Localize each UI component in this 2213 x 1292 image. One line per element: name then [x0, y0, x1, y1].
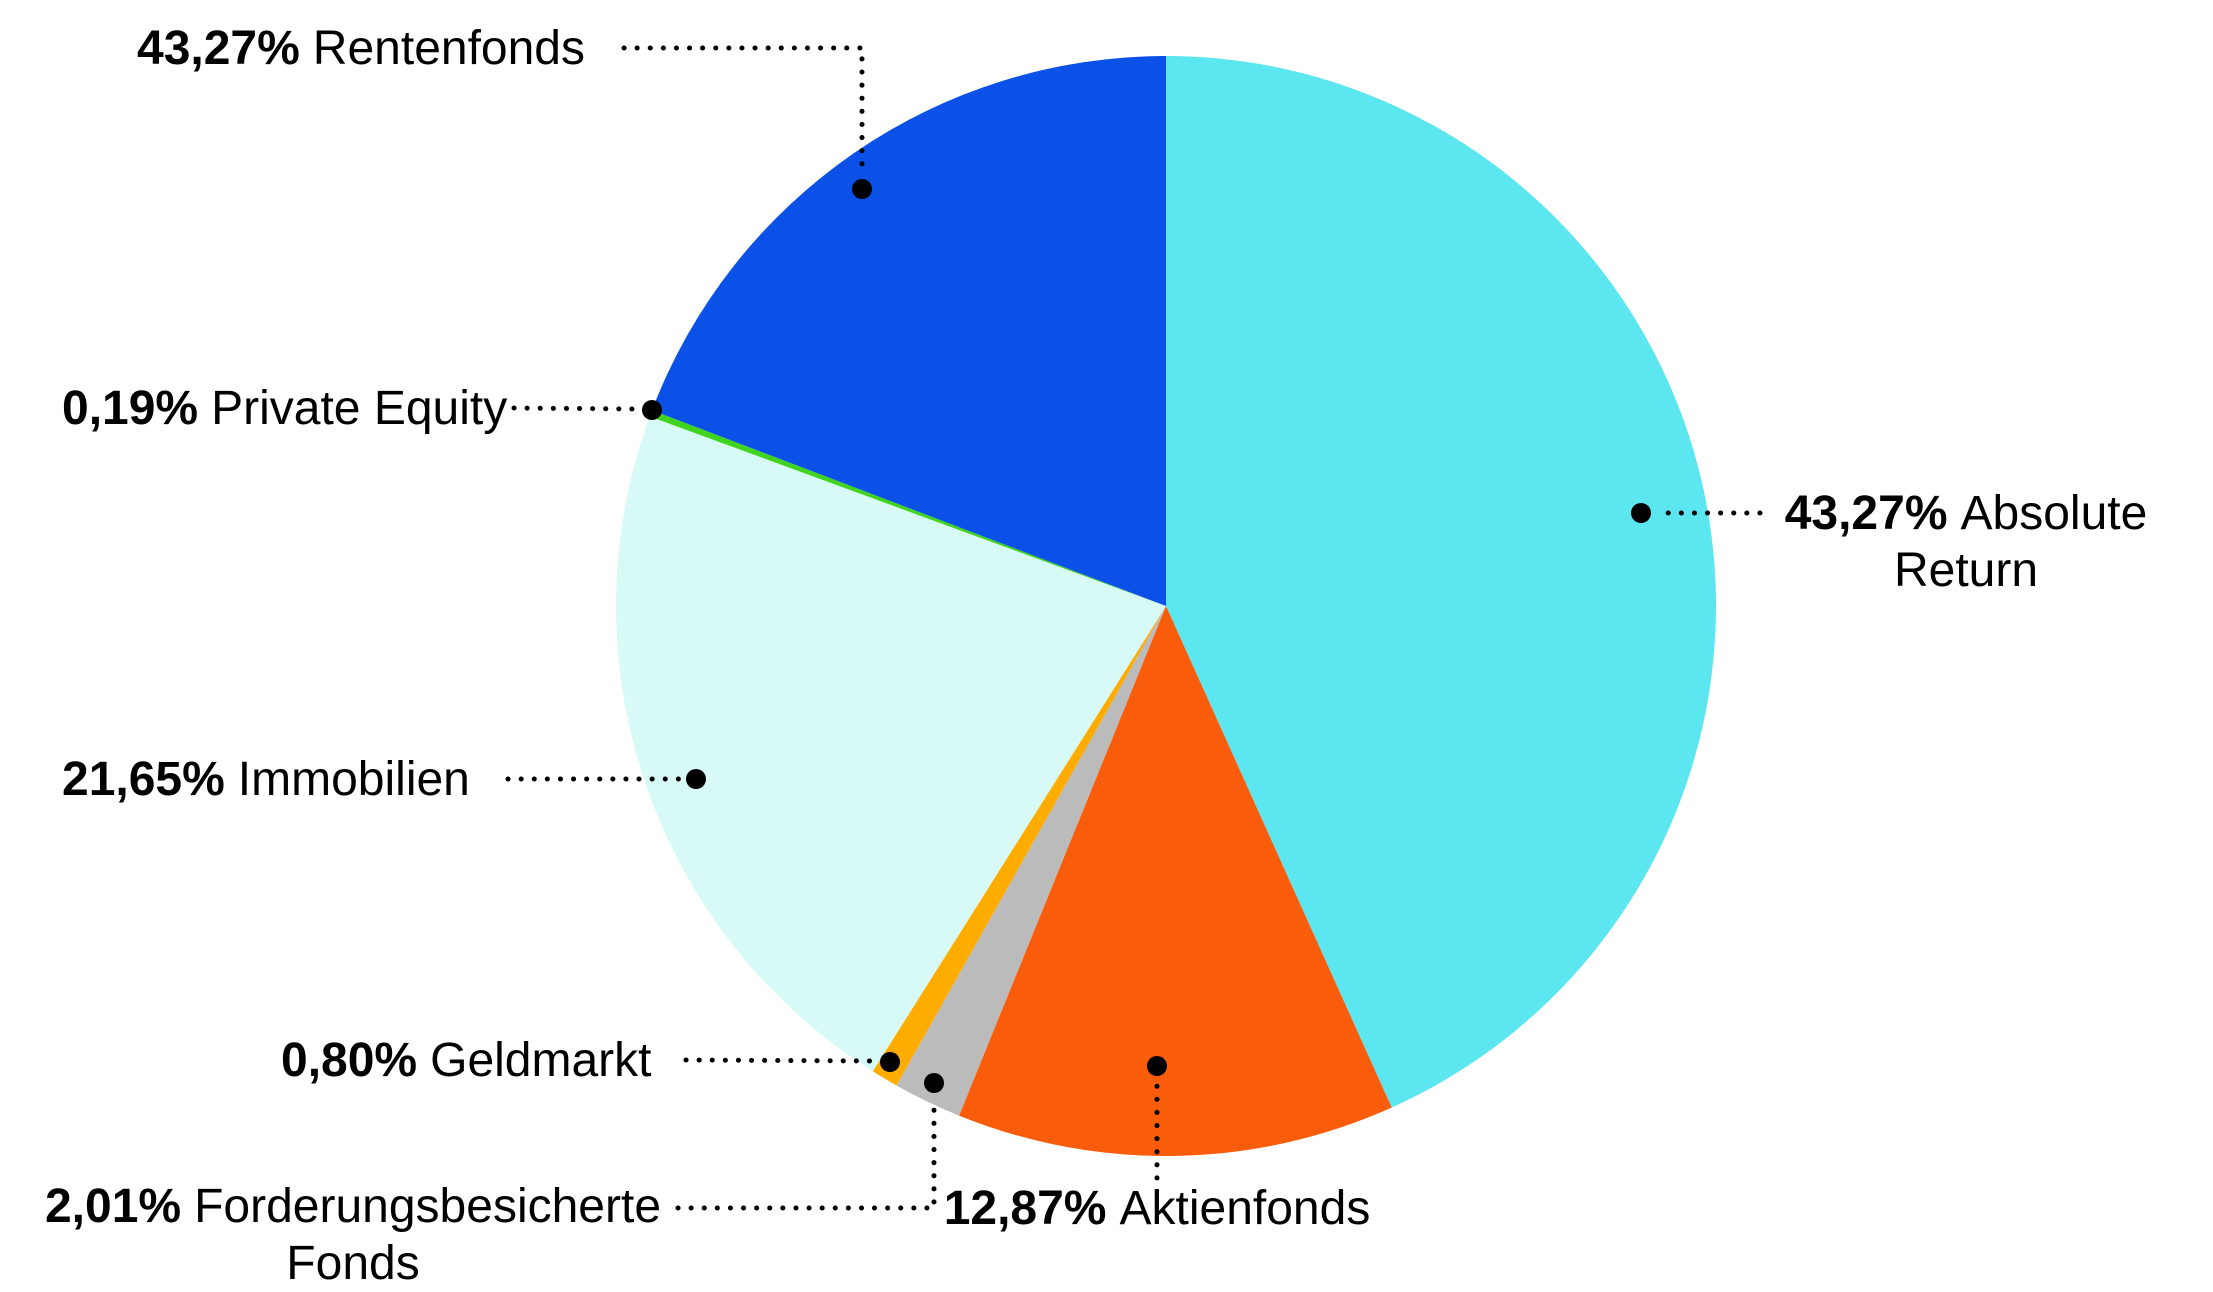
- dot-private-equity: [642, 400, 662, 420]
- label-aktienfonds: 12,87% Aktienfonds: [927, 1180, 1387, 1237]
- leader-lines: [505, 45, 1763, 1211]
- slice-geldmarkt: [872, 606, 1166, 1086]
- slice-forderungsbesicherte-fonds: [896, 606, 1166, 1116]
- leader-forderungsbesicherte: [675, 1095, 937, 1211]
- dot-absolute-return: [1631, 503, 1651, 523]
- dot-immobilien: [686, 769, 706, 789]
- label-absolute-return-name: Absolute Return: [1893, 487, 2148, 597]
- label-geldmarkt: 0,80% Geldmarkt: [281, 1032, 652, 1089]
- label-geldmarkt-value: 0,80%: [281, 1034, 418, 1087]
- dot-rentenfonds: [852, 179, 872, 199]
- slice-private-equity: [649, 410, 1166, 606]
- slice-aktienfonds: [959, 606, 1392, 1156]
- dot-aktienfonds: [1147, 1056, 1167, 1076]
- label-geldmarkt-name: Geldmarkt: [430, 1034, 652, 1087]
- label-rentenfonds-name: Rentenfonds: [312, 22, 585, 75]
- label-rentenfonds-value: 43,27%: [137, 22, 300, 75]
- label-immobilien: 21,65% Immobilien: [62, 751, 470, 808]
- label-private-equity: 0,19% Private Equity: [62, 380, 507, 437]
- leader-private-equity: [511, 405, 639, 412]
- leader-dots: [642, 179, 1651, 1093]
- pie-slices: [615, 56, 1716, 1156]
- label-forderungsbesicherte-fonds-name: Forderungsbesicherte Fonds: [194, 1180, 662, 1290]
- label-absolute-return: 43,27% Absolute Return: [1768, 485, 2164, 599]
- label-absolute-return-value: 43,27%: [1784, 487, 1948, 540]
- dot-geldmarkt: [880, 1052, 900, 1072]
- label-forderungsbesicherte-fonds-value: 2,01%: [44, 1180, 182, 1233]
- leader-rentenfonds: [621, 45, 865, 175]
- leader-geldmarkt: [683, 1057, 877, 1064]
- label-immobilien-value: 21,65%: [62, 753, 225, 806]
- label-private-equity-name: Private Equity: [211, 382, 508, 435]
- label-private-equity-value: 0,19%: [62, 382, 199, 435]
- label-rentenfonds: 43,27% Rentenfonds: [137, 20, 585, 77]
- label-aktienfonds-name: Aktienfonds: [1119, 1182, 1371, 1235]
- slice-rentenfonds: [651, 56, 1166, 606]
- label-forderungsbesicherte-fonds: 2,01% Forderungsbesicherte Fonds: [28, 1178, 678, 1292]
- slice-absolute-return: [1166, 56, 1716, 1108]
- dot-forderungsbesicherte: [924, 1073, 944, 1093]
- slice-immobilien: [615, 416, 1166, 1072]
- label-immobilien-name: Immobilien: [237, 753, 470, 806]
- label-aktienfonds-value: 12,87%: [943, 1182, 1107, 1235]
